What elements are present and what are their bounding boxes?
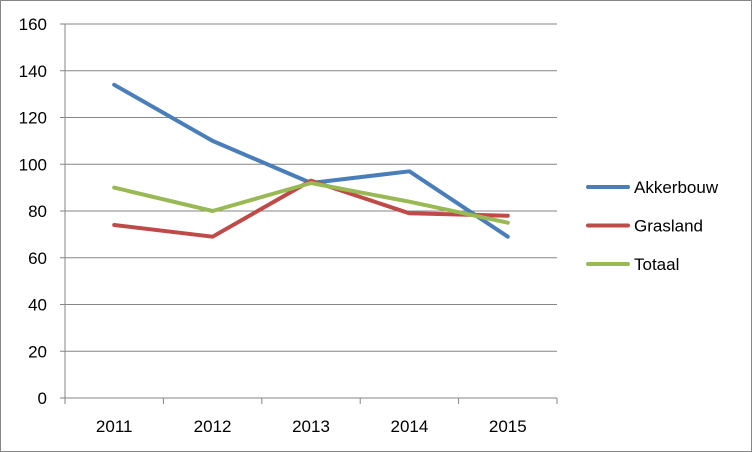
y-tick-label-140: 140 xyxy=(19,62,47,81)
x-axis-tick-labels: 2011 2012 2013 2014 2015 xyxy=(96,417,527,436)
legend: Akkerbouw Grasland Totaal xyxy=(586,178,719,274)
x-tick-label-2012: 2012 xyxy=(194,417,232,436)
gridlines xyxy=(65,23,557,352)
y-tick-label-40: 40 xyxy=(28,296,47,315)
axes xyxy=(60,23,558,404)
legend-label-akkerbouw: Akkerbouw xyxy=(634,178,719,197)
series-lines xyxy=(112,82,510,239)
y-tick-label-100: 100 xyxy=(19,155,47,174)
y-tick-label-20: 20 xyxy=(28,342,47,361)
y-tick-label-120: 120 xyxy=(19,109,47,128)
y-tick-label-80: 80 xyxy=(28,202,47,221)
x-tick-label-2011: 2011 xyxy=(96,417,133,436)
y-tick-label-0: 0 xyxy=(38,389,47,408)
x-tick-label-2013: 2013 xyxy=(292,417,330,436)
series-line-grasland xyxy=(112,178,510,239)
y-axis-tick-labels: 0 20 40 60 80 100 120 140 160 xyxy=(19,15,47,408)
legend-label-grasland: Grasland xyxy=(634,217,703,236)
series-line-totaal xyxy=(112,181,510,225)
x-tick-label-2014: 2014 xyxy=(390,417,428,436)
y-tick-label-160: 160 xyxy=(19,15,47,34)
y-tick-label-60: 60 xyxy=(28,249,47,268)
x-tick-label-2015: 2015 xyxy=(489,417,527,436)
legend-label-totaal: Totaal xyxy=(634,255,679,274)
